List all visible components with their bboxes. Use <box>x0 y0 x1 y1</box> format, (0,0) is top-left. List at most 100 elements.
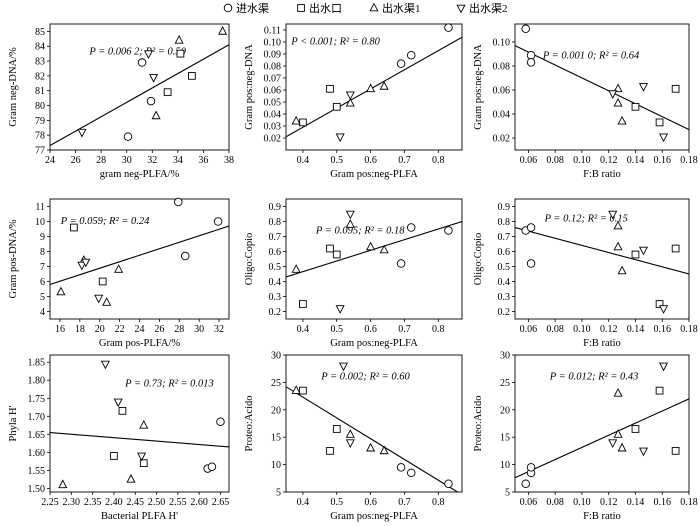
x-tick-label: 2.60 <box>190 497 208 508</box>
x-tick-label: 28 <box>96 155 106 166</box>
x-tick-label: 18 <box>75 324 85 335</box>
point-circle <box>213 217 223 226</box>
y-tick-label: 0.4 <box>498 277 511 288</box>
regression-line <box>286 386 459 492</box>
point-circle <box>207 462 217 472</box>
y-tick-label: 1.70 <box>28 412 46 423</box>
point-triangle-down <box>608 210 618 220</box>
x-axis-label: Bacterial PLFA H' <box>101 511 178 522</box>
point-triangle-down <box>638 246 649 256</box>
point-circle <box>146 96 156 106</box>
stat-annotation: P = 0.73; R² = 0.013 <box>124 378 214 389</box>
point-circle <box>521 24 530 34</box>
y-axis-label: Oligo:Copio <box>473 233 484 286</box>
x-tick-label: 0.06 <box>520 497 538 508</box>
point-triangle-up <box>58 479 68 489</box>
stat-annotation: P = 0.012; R² = 0.43 <box>549 371 639 382</box>
x-tick-label: 0.8 <box>432 497 445 508</box>
point-square <box>671 84 680 93</box>
point-circle <box>406 223 416 232</box>
point-triangle-down <box>137 452 147 462</box>
point-circle <box>180 251 190 261</box>
y-tick-label: 8 <box>40 247 45 258</box>
point-triangle-up <box>218 26 228 35</box>
y-tick-label: 0.07 <box>264 74 282 85</box>
point-triangle-down <box>335 305 345 314</box>
x-tick-label: 24 <box>45 155 55 166</box>
panel-5: 0.4 0.5 0.6 0.7 0.8 0.2 0.3 0.4 0.5 0.6 0.7 0.8 0.9 G… <box>244 198 463 349</box>
plot-frame <box>49 23 230 151</box>
x-tick-label: 16 <box>55 324 65 335</box>
point-triangle-down <box>100 360 110 370</box>
y-tick-label: 0.8 <box>269 217 282 228</box>
y-axis-label: Gram neg-DNA/% <box>8 47 19 127</box>
point-triangle-down <box>149 74 159 83</box>
y-tick-label: 10 <box>35 217 45 228</box>
x-tick-label: 34 <box>173 155 183 166</box>
x-axis-label: Gram pos:neg-PLFA <box>330 511 418 522</box>
y-tick-label: 0.02 <box>264 134 282 145</box>
point-triangle-up <box>139 419 149 429</box>
point-circle <box>396 59 406 68</box>
y-axis-label: Proteo:Acido <box>473 396 484 452</box>
point-triangle-up <box>291 264 301 273</box>
y-tick-label: 20 <box>271 405 281 416</box>
y-tick-label: 0.3 <box>498 292 511 303</box>
y-tick-label: 10 <box>271 460 281 471</box>
point-triangle-up <box>345 97 355 107</box>
point-square <box>332 425 341 433</box>
point-triangle-down <box>77 261 87 271</box>
y-tick-label: 80 <box>35 101 45 112</box>
point-triangle-down <box>659 305 669 314</box>
y-tick-label: 1.55 <box>28 466 46 477</box>
stat-annotation: P = 0.001 0; R² = 0.64 <box>542 50 640 61</box>
x-tick-label: 2.30 <box>63 497 81 508</box>
point-square <box>332 102 341 111</box>
point-triangle-up <box>379 81 389 90</box>
point-triangle-up <box>366 83 376 93</box>
stat-annotation: P = 0.002; R² = 0.60 <box>320 371 410 382</box>
x-tick-label: 0.08 <box>546 155 564 166</box>
x-tick-label: 0.14 <box>627 497 645 508</box>
regression-line <box>50 225 229 286</box>
point-circle <box>526 259 536 268</box>
regression-line <box>515 45 689 131</box>
point-triangle-down <box>638 83 649 92</box>
y-tick-label: 0.04 <box>493 110 511 121</box>
point-circle <box>526 58 536 67</box>
x-tick-label: 0.08 <box>546 497 564 508</box>
point-triangle-up <box>613 241 623 251</box>
point-square <box>139 459 148 468</box>
x-tick-label: 24 <box>135 324 145 335</box>
x-tick-label: 30 <box>122 155 132 166</box>
x-axis-label: gram neg-PLFA/% <box>100 169 180 180</box>
x-tick-label: 22 <box>115 324 125 335</box>
y-tick-label: 0.9 <box>269 202 282 213</box>
point-triangle-down <box>659 133 669 143</box>
point-circle <box>444 226 453 235</box>
y-axis-label: Oligo:Copio <box>244 233 255 286</box>
y-tick-label: 0.02 <box>493 134 511 145</box>
y-tick-label: 0.06 <box>264 86 282 97</box>
y-tick-label: 0.6 <box>498 247 511 258</box>
point-square <box>163 88 172 97</box>
y-tick-label: 81 <box>35 86 45 97</box>
point-triangle-down <box>143 50 153 60</box>
point-square <box>326 84 334 93</box>
stat-annotation: P = 0.006 2; R² = 0.50 <box>88 47 186 58</box>
point-triangle-up <box>174 34 184 44</box>
point-triangle-down <box>335 133 345 143</box>
legend-marker-triangle-down <box>456 4 466 14</box>
y-tick-label: 4 <box>40 307 45 318</box>
point-square <box>299 300 307 308</box>
y-tick-label: 0.7 <box>269 232 282 243</box>
x-tick-label: 2.50 <box>148 497 166 508</box>
x-tick-label: 0.6 <box>364 155 377 166</box>
x-tick-label: 0.4 <box>297 155 310 166</box>
panel-9: 0.06 0.08 0.10 0.12 0.14 0.16 0.18 5 10 15 20 25 30 F… <box>473 351 698 523</box>
point-square <box>655 118 664 127</box>
y-tick-label: 83 <box>35 57 45 68</box>
point-triangle-up <box>617 265 627 275</box>
point-square <box>631 250 640 259</box>
point-square <box>299 386 307 395</box>
